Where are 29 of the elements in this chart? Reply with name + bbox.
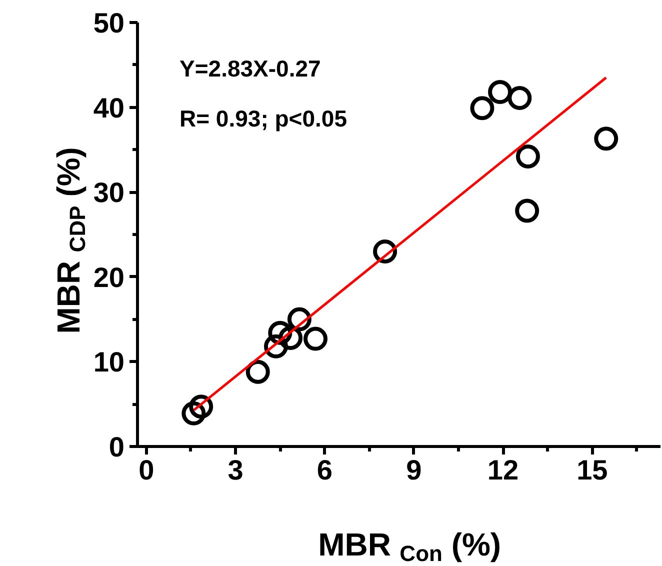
x-tick-label: 3 [228, 454, 244, 486]
x-axis-title: MBR Con (%) [318, 526, 502, 566]
point [304, 326, 328, 351]
x-tick-label: 6 [316, 454, 332, 486]
point [182, 401, 206, 426]
point [373, 239, 398, 264]
y-axis-title: MBR CDP (%) [50, 147, 90, 334]
point [516, 144, 540, 168]
annotation: Y=2.83X-0.27 [180, 56, 321, 82]
x-tick-label: 0 [138, 454, 154, 486]
y-tick-label: 10 [93, 346, 125, 378]
point [508, 86, 532, 110]
x-tick-label: 15 [576, 454, 608, 486]
y-tick-label: 20 [93, 262, 125, 293]
y-tick-label: 0 [108, 432, 125, 462]
point [594, 126, 618, 151]
x-tick-label: 9 [406, 454, 422, 486]
point [515, 198, 540, 223]
y-tick-label: 40 [93, 92, 125, 124]
point [470, 96, 494, 120]
y-tick-label: 50 [93, 8, 125, 38]
point [264, 334, 288, 358]
point [488, 80, 512, 104]
annotation: R= 0.93; p<0.05 [180, 106, 348, 132]
point [287, 307, 312, 332]
point [278, 326, 303, 350]
point [189, 394, 214, 419]
x-tick-label: 12 [487, 454, 519, 486]
y-tick-label: 30 [93, 177, 125, 208]
